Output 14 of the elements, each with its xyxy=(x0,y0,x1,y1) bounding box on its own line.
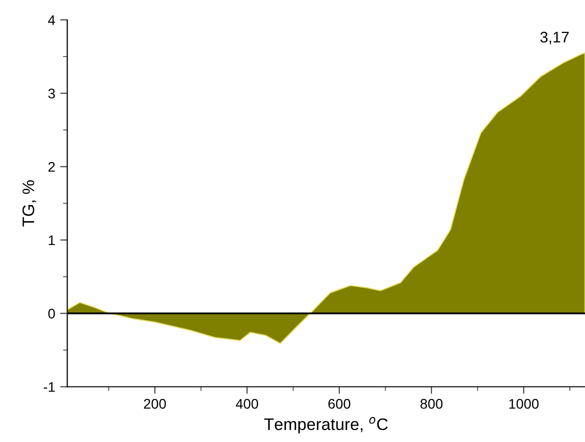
x-tick-label: 200 xyxy=(144,398,166,409)
y-tick-label: -1 xyxy=(44,382,55,392)
y-tick-label: 3 xyxy=(48,88,55,98)
x-tick-label: 1000 xyxy=(509,398,539,409)
y-axis-title: TG, % xyxy=(22,180,36,227)
y-tick-label: 4 xyxy=(48,15,56,25)
x-tick-label: 600 xyxy=(328,398,350,409)
x-tick-label: 800 xyxy=(420,398,443,409)
y-tick-label: 1 xyxy=(48,235,55,246)
y-tick-label: 0 xyxy=(48,308,55,319)
x-tick-label: 400 xyxy=(236,398,258,409)
y-tick-label: 2 xyxy=(48,162,55,172)
annotation: 3,17 xyxy=(540,32,569,44)
x-axis-title: Temperature, $^{o}$C xyxy=(264,417,388,434)
